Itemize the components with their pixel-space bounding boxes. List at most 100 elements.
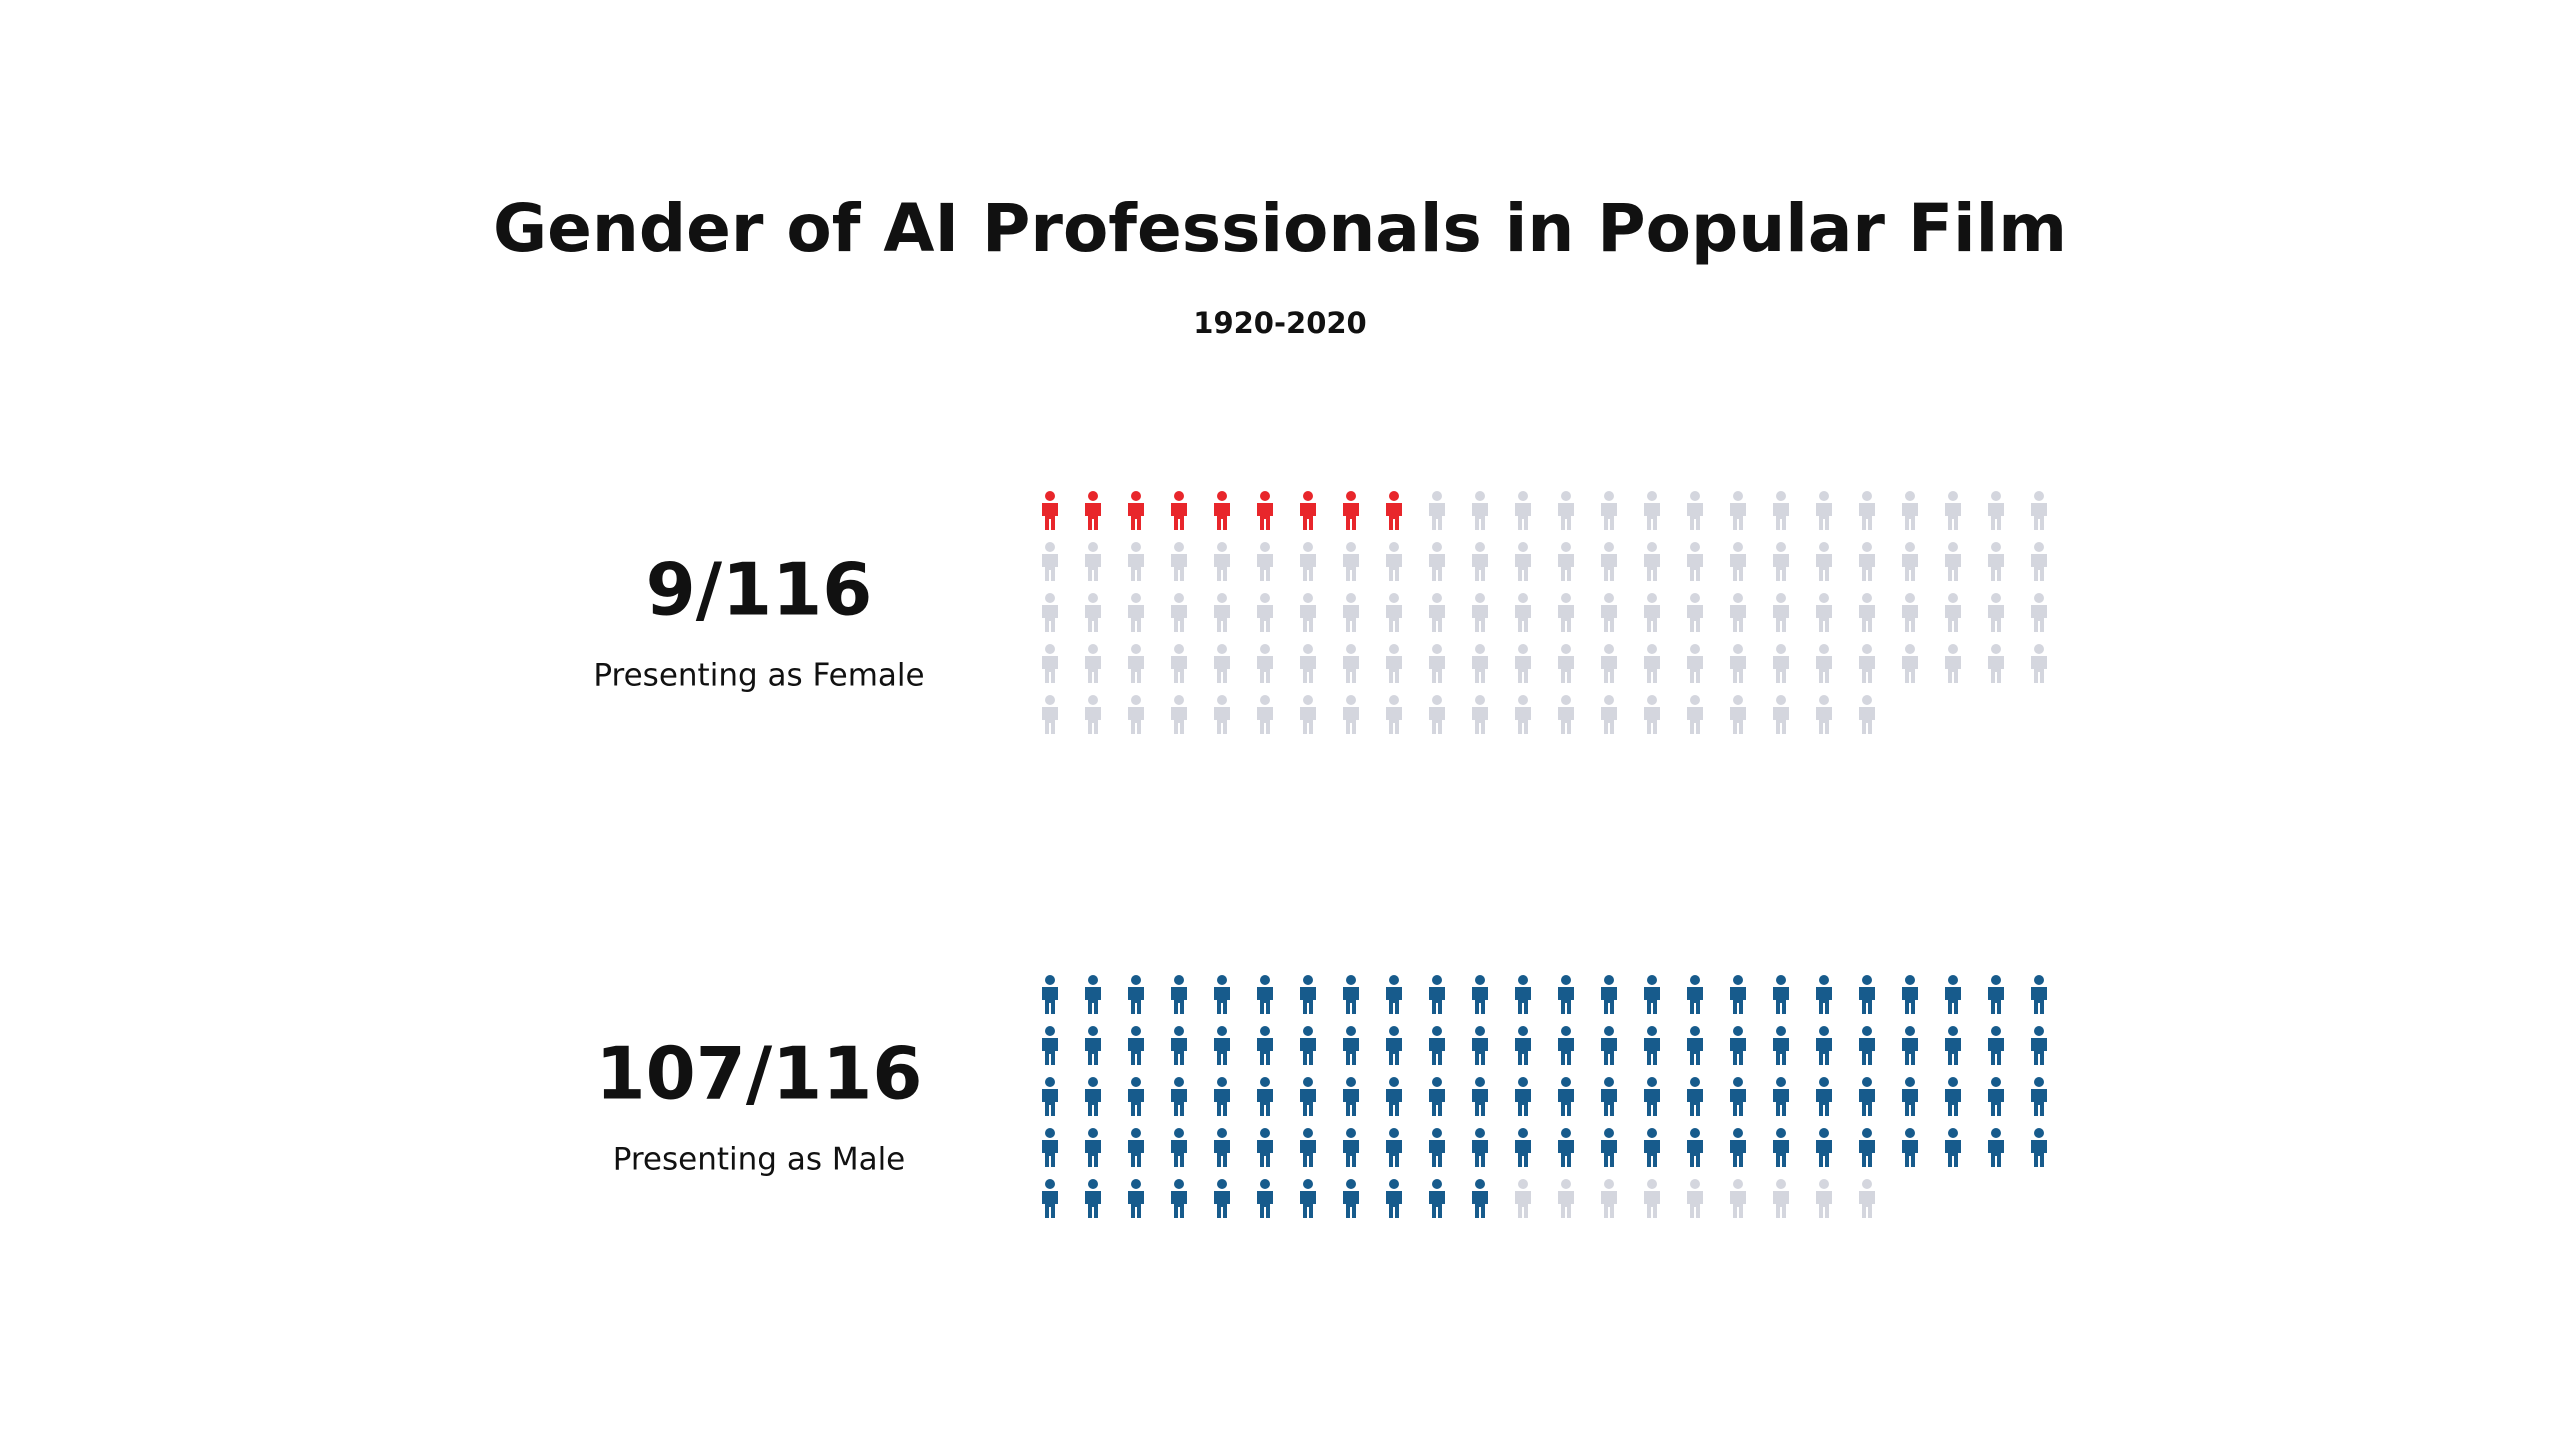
filled-icon <box>1730 1128 1746 1167</box>
filled-icon <box>1214 1179 1230 1218</box>
empty-icon <box>1171 695 1187 734</box>
empty-icon <box>1601 491 1617 530</box>
empty-icon <box>1773 542 1789 581</box>
icon-head <box>1604 695 1614 705</box>
icon-body <box>1601 1089 1617 1116</box>
icon-head <box>1131 1077 1141 1087</box>
filled-icon <box>1859 1128 1875 1167</box>
icon-body <box>1773 707 1789 734</box>
empty-icon <box>2031 542 2047 581</box>
icon-body <box>1773 1089 1789 1116</box>
icon-body <box>1085 1140 1101 1167</box>
icon-head <box>1432 644 1442 654</box>
icon-head <box>1647 1077 1657 1087</box>
filled-icon <box>1171 1077 1187 1116</box>
icon-head <box>1346 1179 1356 1189</box>
icon-head <box>1045 542 1055 552</box>
empty-icon <box>1343 644 1359 683</box>
icon-head <box>1690 644 1700 654</box>
icon-head <box>1905 593 1915 603</box>
empty-icon <box>1386 593 1402 632</box>
filled-icon <box>1214 1128 1230 1167</box>
filled-icon <box>1128 975 1144 1014</box>
icon-body <box>1687 707 1703 734</box>
icon-body <box>1644 1191 1660 1218</box>
icon-head <box>1948 644 1958 654</box>
empty-icon <box>1859 593 1875 632</box>
icon-head <box>1303 491 1313 501</box>
filled-icon <box>1343 975 1359 1014</box>
icon-head <box>1303 1026 1313 1036</box>
filled-icon <box>1343 1077 1359 1116</box>
icon-head <box>1690 975 1700 985</box>
empty-icon <box>1300 542 1316 581</box>
icon-head <box>1819 695 1829 705</box>
icon-body <box>1171 503 1187 530</box>
icon-body <box>1300 707 1316 734</box>
icon-body <box>1730 605 1746 632</box>
empty-icon <box>1343 695 1359 734</box>
empty-icon <box>1644 644 1660 683</box>
icon-head <box>1389 644 1399 654</box>
empty-icon <box>1472 593 1488 632</box>
icon-body <box>1601 707 1617 734</box>
icon-body <box>1859 1140 1875 1167</box>
icon-body <box>1343 987 1359 1014</box>
icon-body <box>1214 1089 1230 1116</box>
icon-body <box>1386 503 1402 530</box>
empty-icon <box>1988 593 2004 632</box>
icon-head <box>1389 1077 1399 1087</box>
empty-icon <box>1558 491 1574 530</box>
icon-head <box>1045 1128 1055 1138</box>
icon-head <box>1604 1026 1614 1036</box>
icon-head <box>1131 1128 1141 1138</box>
icon-head <box>1131 491 1141 501</box>
empty-icon <box>1515 491 1531 530</box>
icon-body <box>1386 1140 1402 1167</box>
icon-body <box>1988 554 2004 581</box>
empty-icon <box>1515 644 1531 683</box>
icon-head <box>1217 644 1227 654</box>
filled-icon <box>1558 1077 1574 1116</box>
icon-head <box>1475 542 1485 552</box>
filled-icon <box>1472 1026 1488 1065</box>
icon-head <box>1862 644 1872 654</box>
icon-body <box>1644 1038 1660 1065</box>
filled-icon <box>1988 1026 2004 1065</box>
icon-head <box>1432 542 1442 552</box>
icon-body <box>1257 1191 1273 1218</box>
icon-head <box>1862 593 1872 603</box>
icon-body <box>1687 987 1703 1014</box>
empty-icon <box>1042 542 1058 581</box>
icon-body <box>1515 987 1531 1014</box>
empty-icon <box>1429 644 1445 683</box>
icon-head <box>1174 1128 1184 1138</box>
icon-body <box>1558 1140 1574 1167</box>
icon-head <box>1131 975 1141 985</box>
fraction-label: 107/116 <box>596 1032 923 1116</box>
icon-body <box>1859 503 1875 530</box>
icon-body <box>1558 1038 1574 1065</box>
filled-icon <box>1429 975 1445 1014</box>
empty-icon <box>1816 644 1832 683</box>
filled-icon <box>1644 1026 1660 1065</box>
icon-body <box>1171 1140 1187 1167</box>
filled-icon <box>1214 1077 1230 1116</box>
empty-icon <box>1644 695 1660 734</box>
empty-icon <box>1730 644 1746 683</box>
icon-head <box>1776 644 1786 654</box>
empty-icon <box>1171 593 1187 632</box>
filled-icon <box>2031 1128 2047 1167</box>
icon-head <box>1561 1077 1571 1087</box>
icon-head <box>1131 1179 1141 1189</box>
icon-body <box>1472 1191 1488 1218</box>
icon-head <box>2034 644 2044 654</box>
icon-body <box>1601 605 1617 632</box>
empty-icon <box>2031 593 2047 632</box>
empty-icon <box>1085 695 1101 734</box>
empty-icon <box>1472 491 1488 530</box>
icon-head <box>1905 975 1915 985</box>
icon-body <box>1429 1191 1445 1218</box>
filled-icon <box>1085 1077 1101 1116</box>
icon-body <box>1085 605 1101 632</box>
